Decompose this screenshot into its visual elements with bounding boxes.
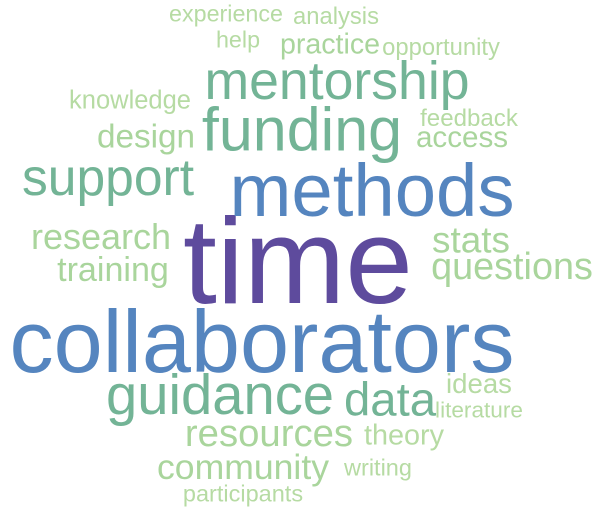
word-ideas: ideas	[446, 368, 512, 400]
word-training: training	[57, 250, 169, 289]
word-writing: writing	[344, 454, 412, 481]
word-experience: experience	[169, 0, 283, 27]
word-data: data	[343, 373, 437, 427]
word-theory: theory	[363, 419, 445, 452]
word-guidance: guidance	[105, 362, 335, 426]
word-support: support	[21, 148, 195, 207]
word-questions: questions	[431, 246, 593, 289]
word-feedback: feedback	[420, 104, 518, 132]
word-design: design	[96, 118, 196, 156]
word-opportunity: opportunity	[382, 34, 500, 62]
word-resources: resources	[184, 411, 354, 455]
word-knowledge: knowledge	[69, 86, 191, 115]
word-access: access	[415, 121, 509, 155]
word-mentorship: mentorship	[204, 51, 470, 112]
word-research: research	[30, 216, 172, 257]
word-literature: literature	[435, 397, 523, 423]
word-community: community	[156, 447, 330, 488]
word-stats: stats	[432, 219, 510, 261]
word-methods: methods	[229, 148, 515, 232]
word-participants: participants	[182, 480, 304, 507]
word-collaborators: collaborators	[9, 291, 515, 391]
word-help: help	[215, 26, 261, 53]
word-analysis: analysis	[293, 3, 379, 31]
word-time: time	[183, 193, 413, 330]
word-funding: funding	[201, 95, 403, 164]
word-practice: practice	[279, 28, 381, 61]
